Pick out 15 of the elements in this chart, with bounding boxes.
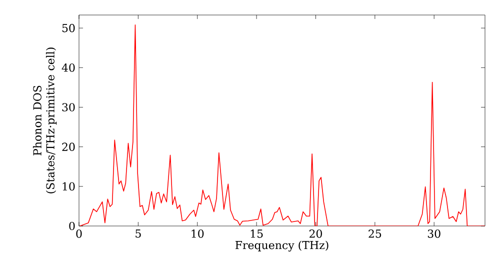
x-tick-label: 10 (192, 230, 204, 238)
x-tick-label: 30 (428, 230, 440, 238)
y-axis-title: Phonon DOS (States/THz·primitive cell) (32, 48, 57, 194)
y-tick-label: 40 (62, 63, 75, 72)
x-tick-label: 20 (309, 230, 322, 238)
y-tick-label: 30 (62, 103, 75, 112)
x-tick-label: 5 (136, 230, 141, 238)
x-tick-label: 15 (250, 230, 263, 238)
y-tick-label: 20 (62, 142, 75, 151)
y-tick-label: 10 (62, 182, 75, 191)
x-tick-label: 0 (76, 230, 82, 238)
y-tick-label: 50 (62, 24, 75, 32)
x-tick-label: 25 (368, 230, 382, 238)
x-axis-title: Frequency (THz) (235, 240, 328, 252)
y-tick-label: 0 (69, 222, 75, 230)
